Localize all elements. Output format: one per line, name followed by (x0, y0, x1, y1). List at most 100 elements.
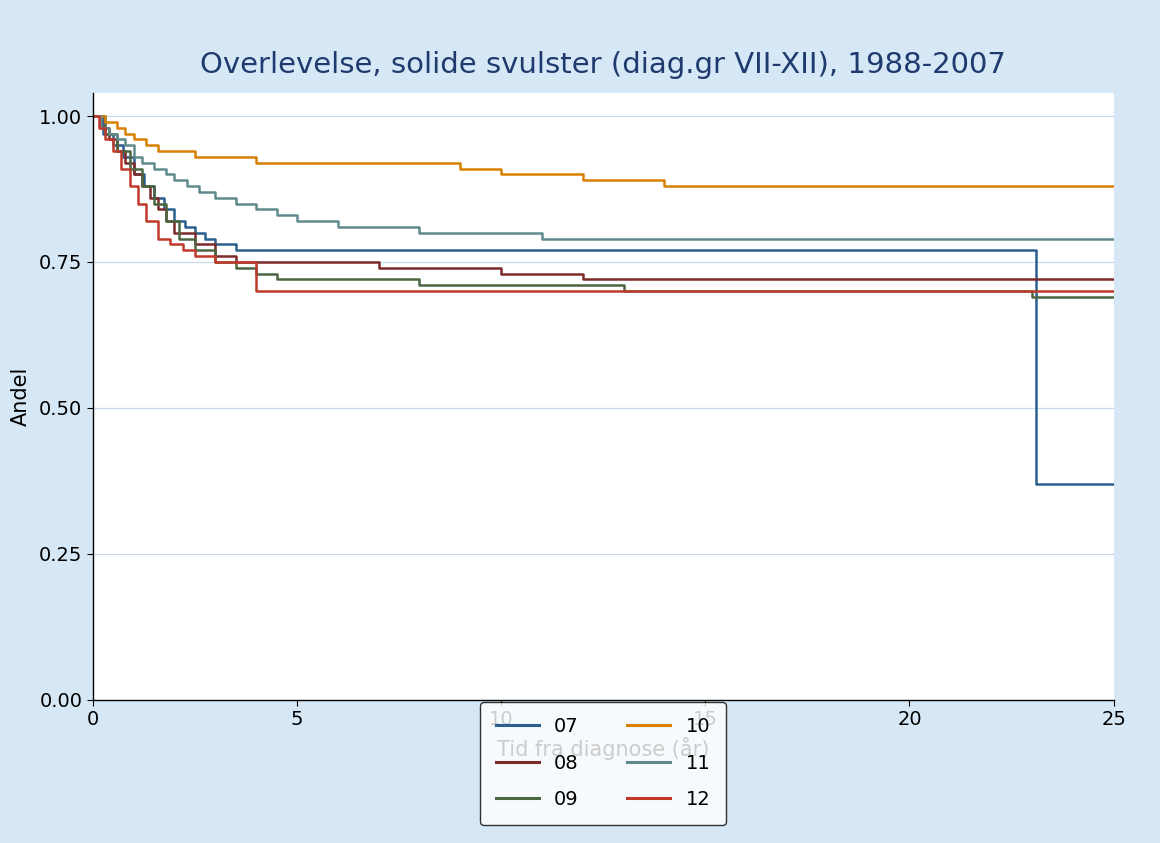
Line: 08: 08 (93, 116, 1114, 280)
11 (821, 234, 835, 244)
07 (371, 245, 385, 255)
08 (249, 257, 263, 267)
Line: 07: 07 (93, 116, 1114, 484)
09 (535, 280, 549, 290)
08 (454, 263, 467, 273)
07 (1029, 479, 1043, 489)
07 (107, 140, 121, 150)
12 (454, 286, 467, 296)
12 (739, 286, 753, 296)
10 (943, 181, 957, 191)
12 (698, 286, 712, 296)
12 (249, 286, 263, 296)
Y-axis label: Andel: Andel (10, 367, 30, 426)
11 (454, 228, 467, 238)
08 (1107, 275, 1121, 285)
12 (371, 286, 385, 296)
10 (780, 181, 793, 191)
10 (698, 181, 712, 191)
07 (96, 128, 110, 138)
Line: 09: 09 (93, 116, 1114, 297)
12 (494, 286, 508, 296)
09 (110, 146, 124, 156)
11 (94, 123, 108, 133)
11 (193, 187, 206, 197)
12 (123, 181, 137, 191)
08 (780, 275, 793, 285)
11 (311, 216, 325, 226)
09 (188, 245, 202, 255)
10 (99, 117, 113, 127)
10 (371, 158, 385, 168)
11 (698, 234, 712, 244)
10 (862, 181, 876, 191)
09 (172, 234, 186, 244)
12 (164, 239, 177, 250)
10 (151, 146, 165, 156)
11 (269, 210, 283, 220)
12 (107, 146, 121, 156)
12 (780, 286, 793, 296)
11 (126, 152, 140, 162)
Title: Overlevelse, solide svulster (diag.gr VII-XII), 1988-2007: Overlevelse, solide svulster (diag.gr VI… (201, 51, 1006, 79)
11 (371, 222, 385, 232)
09 (617, 286, 631, 296)
07 (780, 245, 793, 255)
09 (413, 280, 427, 290)
07 (862, 245, 876, 255)
11 (118, 140, 132, 150)
08 (159, 216, 173, 226)
08 (188, 239, 202, 250)
Line: 12: 12 (93, 116, 1114, 291)
09 (331, 275, 345, 285)
Line: 11: 11 (93, 116, 1114, 239)
10 (821, 181, 835, 191)
10 (167, 146, 181, 156)
07 (698, 245, 712, 255)
11 (739, 234, 753, 244)
07 (158, 204, 172, 214)
07 (290, 245, 304, 255)
10 (1025, 181, 1039, 191)
08 (862, 275, 876, 285)
07 (658, 245, 672, 255)
12 (862, 286, 876, 296)
08 (118, 158, 132, 168)
08 (902, 275, 916, 285)
09 (135, 181, 148, 191)
11 (1107, 234, 1121, 244)
11 (413, 228, 427, 238)
08 (494, 269, 508, 279)
09 (371, 275, 385, 285)
10 (413, 158, 427, 168)
11 (229, 199, 242, 209)
11 (135, 158, 148, 168)
11 (147, 164, 161, 174)
11 (1025, 234, 1039, 244)
12 (658, 286, 672, 296)
08 (617, 275, 631, 285)
09 (123, 164, 137, 174)
07 (116, 152, 130, 162)
09 (249, 269, 263, 279)
11 (159, 169, 173, 180)
11 (167, 175, 181, 185)
07 (331, 245, 345, 255)
10 (984, 181, 998, 191)
07 (198, 234, 212, 244)
08 (229, 257, 242, 267)
07 (821, 245, 835, 255)
12 (902, 286, 916, 296)
08 (575, 275, 589, 285)
12 (413, 286, 427, 296)
09 (159, 216, 173, 226)
07 (494, 245, 508, 255)
08 (739, 275, 753, 285)
09 (739, 286, 753, 296)
09 (862, 286, 876, 296)
08 (94, 123, 108, 133)
10 (139, 140, 153, 150)
11 (575, 234, 589, 244)
12 (151, 234, 165, 244)
12 (139, 216, 153, 226)
